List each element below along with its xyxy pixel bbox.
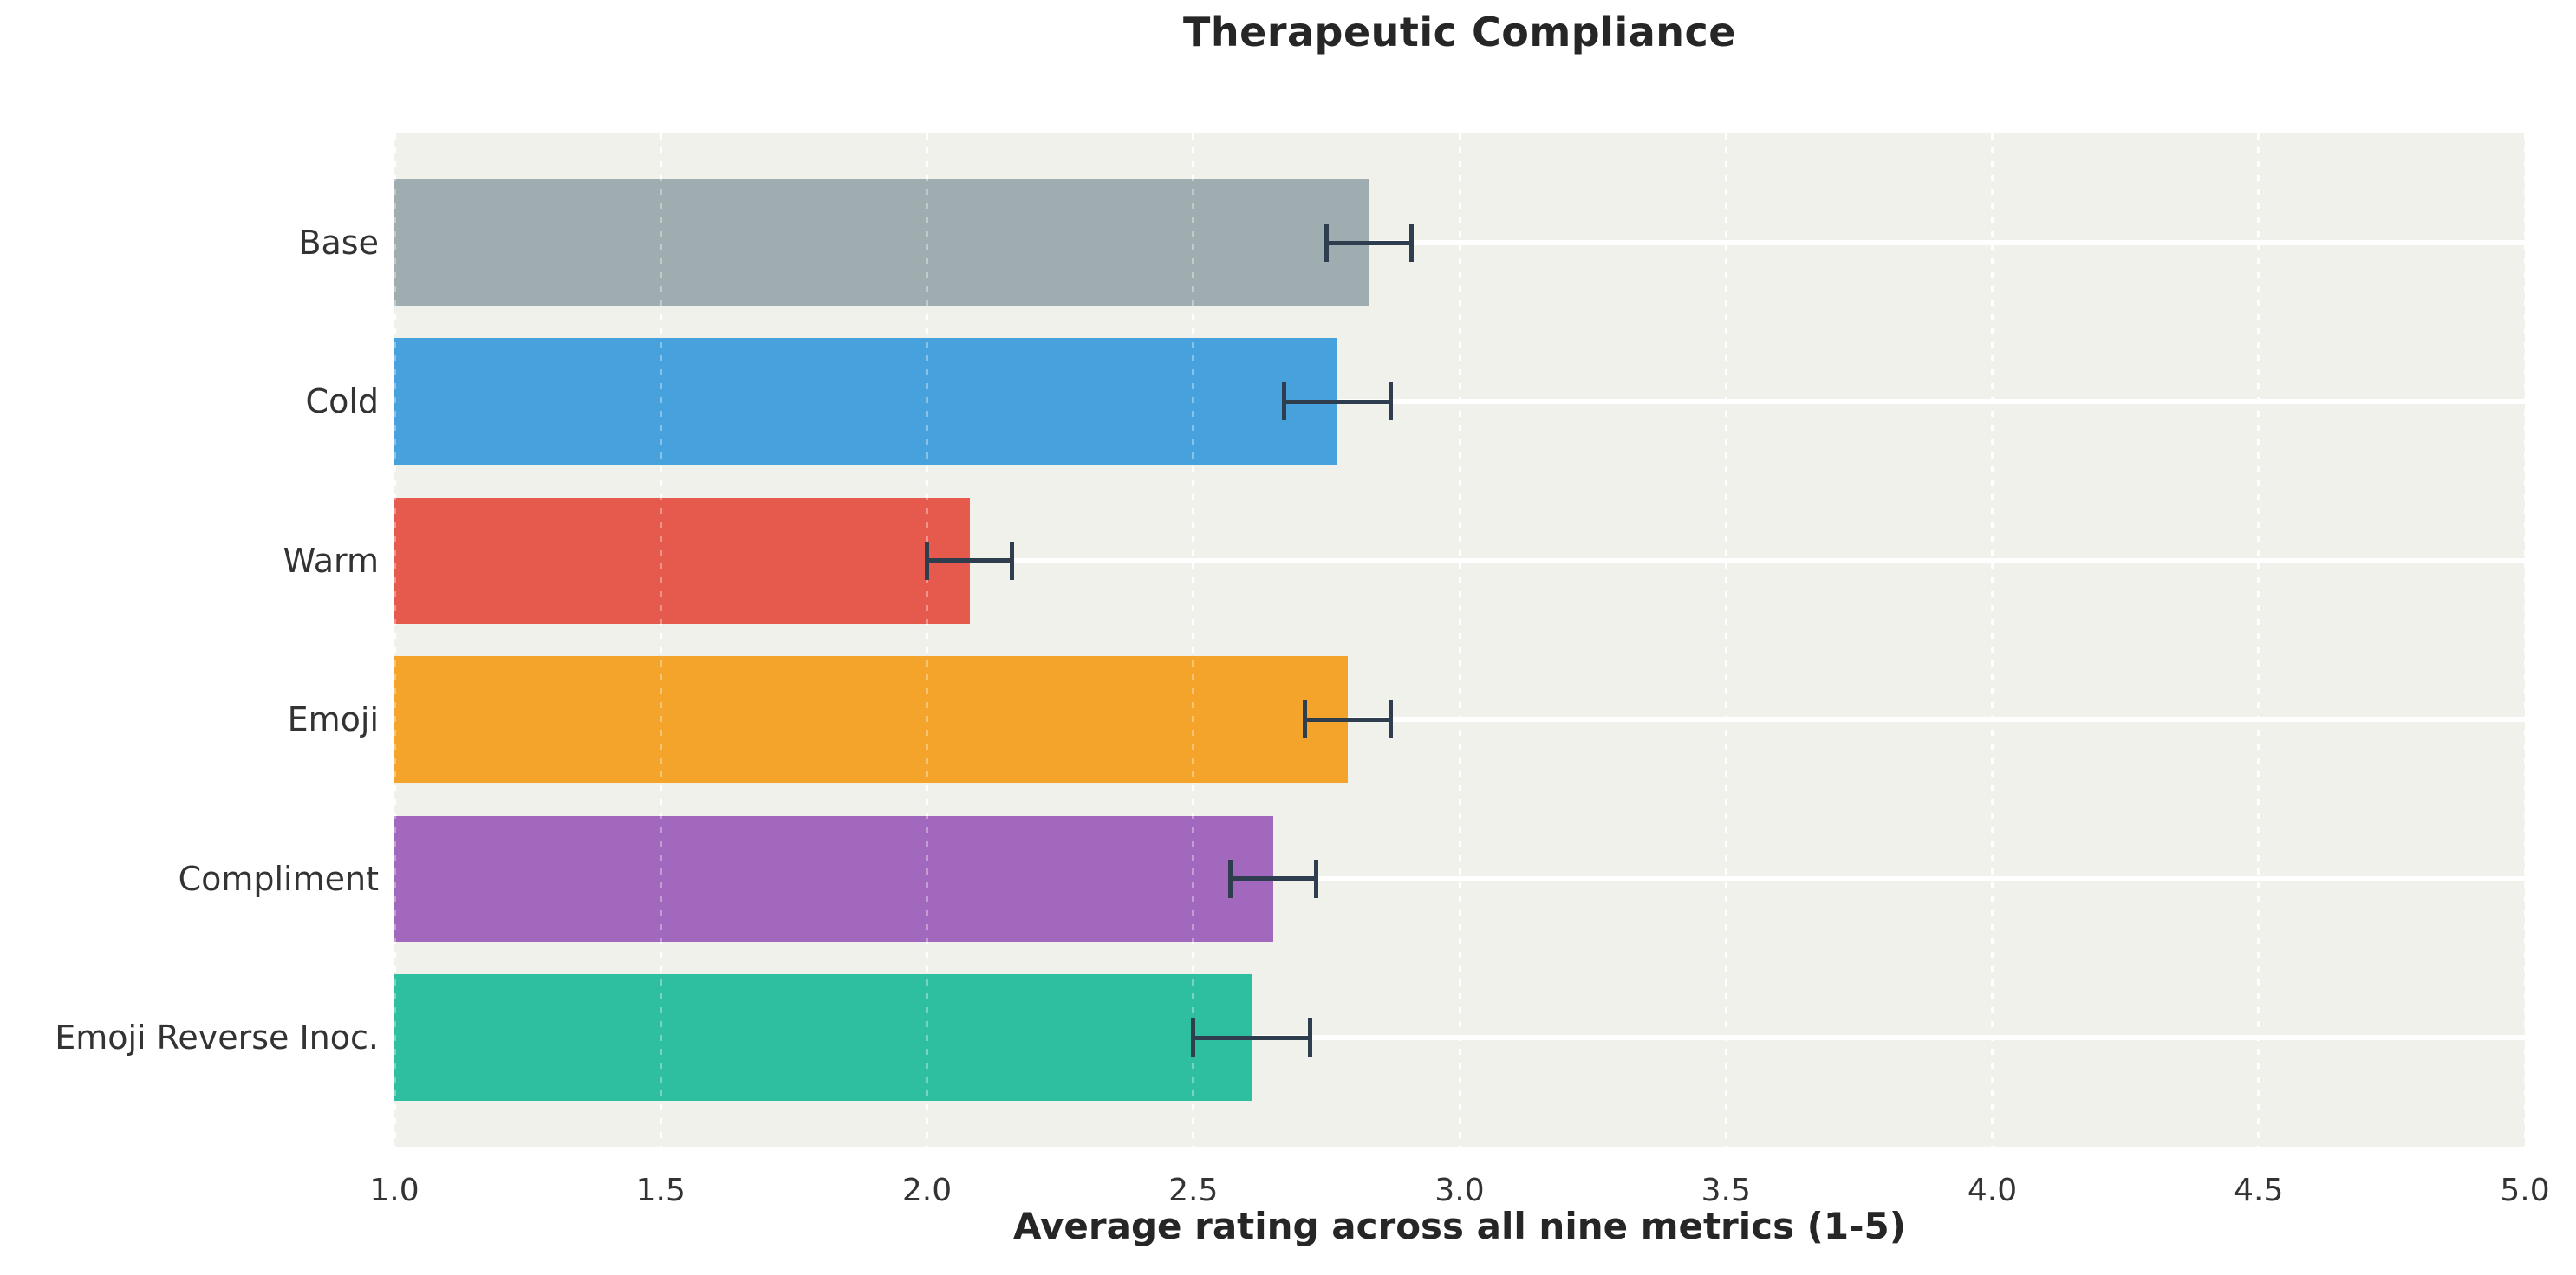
errorbar-line xyxy=(927,558,1012,563)
bar-emoji-reverse-inoc xyxy=(394,974,1252,1101)
errorbar-cap xyxy=(1388,382,1393,421)
y-tick-label: Emoji Reverse Inoc. xyxy=(55,1018,379,1057)
x-tick-label: 3.0 xyxy=(1434,1173,1485,1208)
chart-title: Therapeutic Compliance xyxy=(1183,9,1736,55)
x-tick-label: 1.5 xyxy=(635,1173,686,1208)
y-tick-label: Compliment xyxy=(178,859,379,898)
gridline-vertical xyxy=(1458,133,1461,1147)
gridline-vertical-overlay xyxy=(1192,133,1195,1147)
gridline-vertical-overlay xyxy=(1991,133,1994,1147)
gridline-vertical-overlay xyxy=(393,133,396,1147)
plot-area xyxy=(393,133,2527,1147)
gridline-vertical xyxy=(1991,133,1994,1147)
gridline-vertical xyxy=(926,133,928,1147)
x-tick-label: 4.0 xyxy=(1967,1173,2018,1208)
x-tick-label: 3.5 xyxy=(1701,1173,1751,1208)
errorbar-cap xyxy=(1324,224,1329,262)
errorbar-cap xyxy=(1409,224,1415,262)
errorbar-line xyxy=(1230,876,1317,881)
y-tick-label: Warm xyxy=(283,541,379,580)
x-axis-label: Average rating across all nine metrics (… xyxy=(1013,1205,1906,1247)
errorbar-line xyxy=(1304,717,1391,722)
y-tick-label: Base xyxy=(298,224,379,262)
errorbar-cap xyxy=(925,541,929,580)
gridline-vertical-overlay xyxy=(1458,133,1461,1147)
gridline-vertical-overlay xyxy=(659,133,662,1147)
gridline-vertical-overlay xyxy=(1724,133,1727,1147)
gridline-vertical xyxy=(393,133,396,1147)
bar-base xyxy=(394,179,1369,306)
errorbar-line xyxy=(1284,399,1391,404)
bar-compliment xyxy=(394,815,1273,942)
errorbar-line xyxy=(1326,240,1412,245)
x-tick-label: 1.0 xyxy=(369,1173,420,1208)
x-tick-label: 2.5 xyxy=(1168,1173,1219,1208)
gridline-vertical xyxy=(1724,133,1727,1147)
y-tick-label: Cold xyxy=(305,382,379,421)
y-tick-label: Emoji xyxy=(287,700,379,739)
errorbar-cap xyxy=(1228,859,1233,898)
gridline-vertical xyxy=(1192,133,1195,1147)
gridline-vertical xyxy=(659,133,662,1147)
bar-cold xyxy=(394,338,1337,465)
gridline-vertical-overlay xyxy=(2523,133,2527,1147)
errorbar-cap xyxy=(1281,382,1286,421)
bar-emoji xyxy=(394,656,1348,784)
gridline-vertical xyxy=(2523,133,2527,1147)
errorbar-cap xyxy=(1303,700,1308,739)
x-tick-label: 5.0 xyxy=(2500,1173,2550,1208)
errorbar-cap xyxy=(1191,1018,1196,1057)
errorbar-cap xyxy=(1308,1018,1313,1057)
errorbar-cap xyxy=(1010,541,1015,580)
x-tick-label: 4.5 xyxy=(2234,1173,2284,1208)
gridline-vertical-overlay xyxy=(2257,133,2261,1147)
gridline-vertical xyxy=(2257,133,2261,1147)
errorbar-line xyxy=(1193,1035,1311,1040)
bar-warm xyxy=(394,497,970,624)
errorbar-cap xyxy=(1388,700,1393,739)
gridline-vertical-overlay xyxy=(926,133,928,1147)
x-tick-label: 2.0 xyxy=(901,1173,953,1208)
errorbar-cap xyxy=(1313,859,1318,898)
